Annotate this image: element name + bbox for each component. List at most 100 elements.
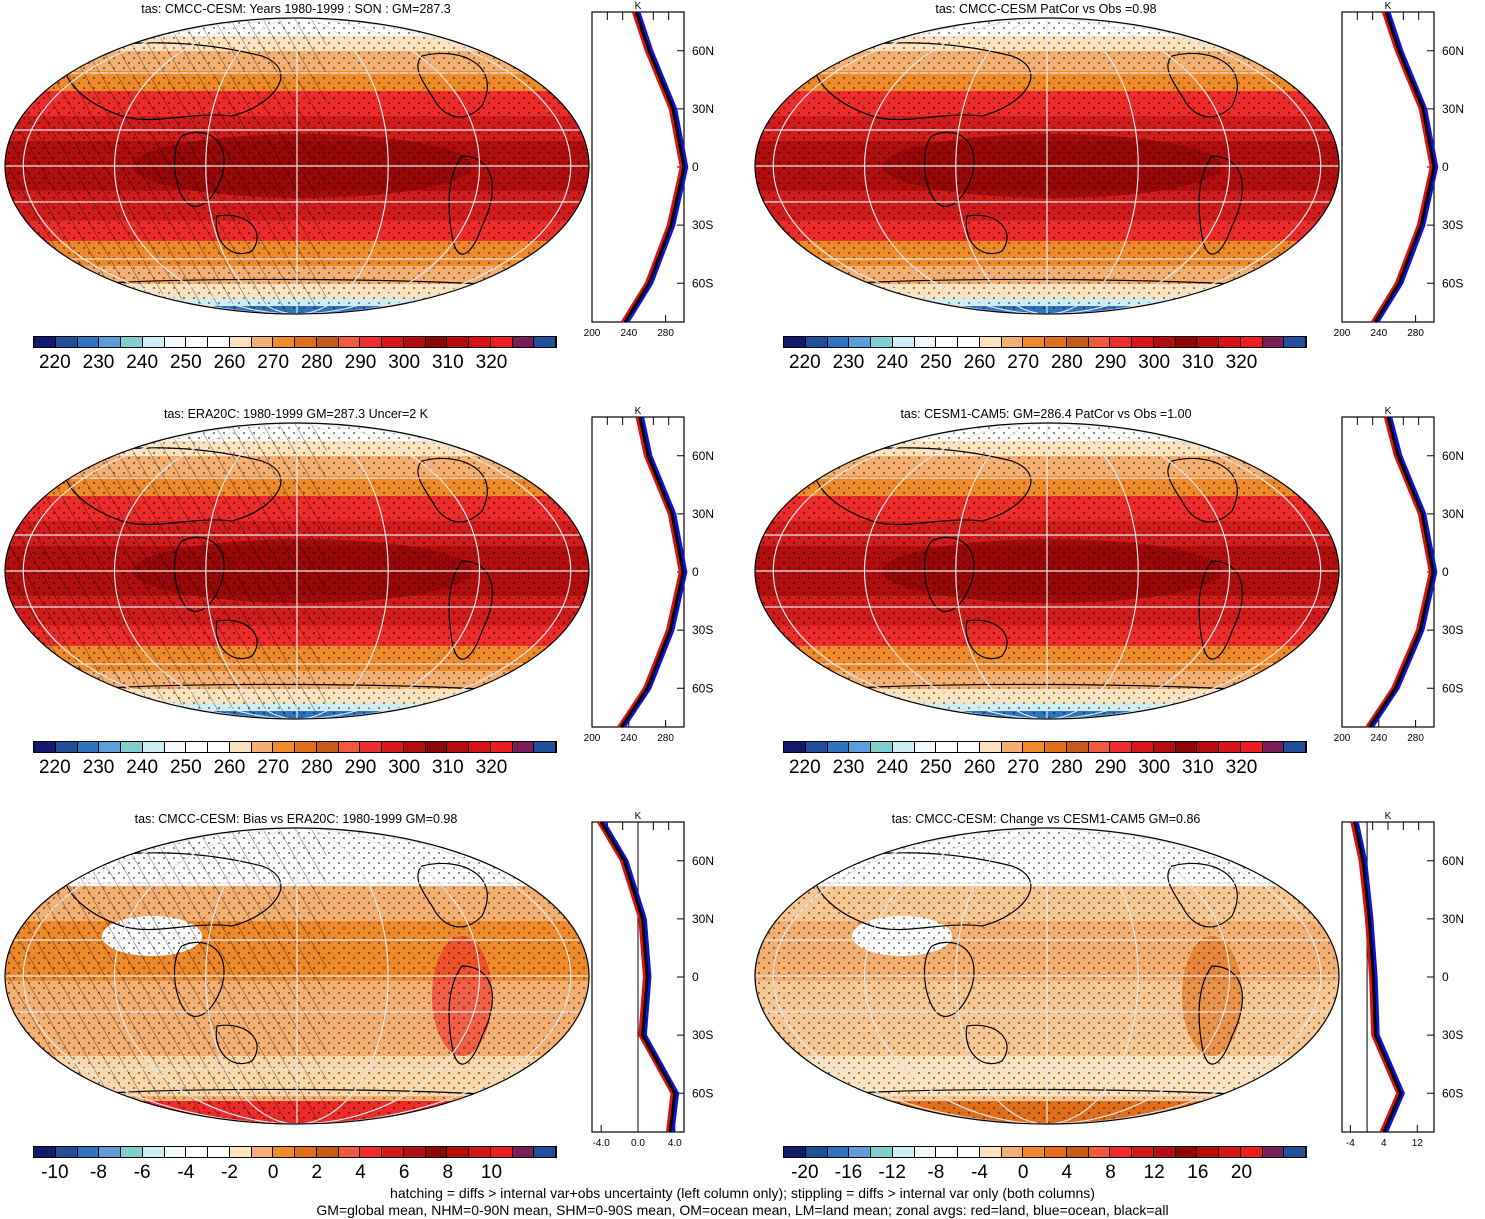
- meridian-line: [772, 18, 1048, 314]
- colorbar-swatch: [958, 337, 980, 347]
- coastline: [448, 155, 493, 255]
- colorbar-swatch: [1197, 742, 1219, 752]
- colorbar-label: 260: [963, 352, 996, 373]
- colorbar-label: 260: [963, 757, 996, 778]
- colorbar-swatch: [273, 742, 295, 752]
- zonal-lat-label: 60N: [1442, 44, 1464, 58]
- colorbar-swatch: [186, 337, 208, 347]
- footer-line-1: hatching = diffs > internal var+obs unce…: [390, 1185, 1095, 1201]
- colorbar-label: 270: [1007, 757, 1040, 778]
- colorbar-swatch: [1219, 1147, 1241, 1157]
- colorbar-label: 220: [788, 352, 821, 373]
- colorbar-swatch: [1001, 337, 1024, 347]
- coastline: [417, 862, 488, 928]
- map-border: [4, 827, 590, 1125]
- colorbar-label: 310: [1181, 757, 1214, 778]
- colorbar-swatch: [316, 1147, 339, 1157]
- colorbar-swatch: [892, 337, 915, 347]
- colorbar-swatch: [784, 742, 806, 752]
- colorbar-swatch: [142, 337, 165, 347]
- colorbar-swatch: [1240, 337, 1263, 347]
- zonal-land-line: [1371, 11, 1433, 323]
- meridian-line: [1046, 18, 1231, 314]
- colorbar-swatch: [534, 1147, 556, 1157]
- colorbar-swatch: [338, 742, 361, 752]
- colorbar-label: 6: [398, 1162, 410, 1183]
- colorbar-labels: 220 230 240 250 260 270 280 290 300 310 320: [783, 352, 1307, 376]
- colorbar-label: 260: [213, 757, 246, 778]
- zonal-unit-label: K: [635, 1, 642, 12]
- colorbar-swatch: [338, 337, 361, 347]
- colorbar-swatch: [469, 742, 491, 752]
- coastline: [1167, 457, 1238, 523]
- meridian-line: [772, 828, 1048, 1124]
- colorbar-swatch: [534, 742, 556, 752]
- colorbar-swatch: [936, 1147, 958, 1157]
- colorbar-swatch: [914, 337, 937, 347]
- colorbar-label: -10: [41, 1162, 69, 1183]
- colorbar-swatch: [273, 1147, 295, 1157]
- zonal-mean-plot: K 60N 30N 0 30S 60S 200 240 280: [1334, 406, 1464, 744]
- colorbar-swatch: [512, 337, 535, 347]
- coastline: [811, 42, 1032, 121]
- colorbar-label: 230: [832, 757, 865, 778]
- colorbar-labels: -20 -16 -12 -8 -4 0 4 8 12 16 20: [783, 1162, 1307, 1186]
- colorbar-swatch: [55, 337, 78, 347]
- colorbar-label: 16: [1187, 1162, 1209, 1183]
- colorbar-label: -8: [90, 1162, 107, 1183]
- colorbar-label: 290: [344, 757, 377, 778]
- zonal-lat-label: 60S: [1442, 1086, 1463, 1100]
- colorbar-swatch: [805, 337, 828, 347]
- colorbar: [783, 1146, 1307, 1158]
- meridian-line: [205, 423, 298, 719]
- zonal-lat-label: 30S: [1442, 218, 1463, 232]
- colorbar-swatch: [1045, 742, 1067, 752]
- panel-title: tas: CMCC-CESM: Change vs CESM1-CAM5 GM=…: [891, 812, 1201, 826]
- map-border: [754, 827, 1340, 1125]
- colorbar-swatch: [849, 742, 871, 752]
- panel-p3: tas: ERA20C: 1980-1999 GM=287.3 Uncer=2 …: [0, 405, 735, 805]
- colorbar-swatch: [892, 1147, 915, 1157]
- colorbar-label: 280: [1050, 757, 1083, 778]
- meridian-line: [296, 828, 572, 1124]
- coastline: [923, 941, 975, 1017]
- zonal-ocean-line: [622, 416, 688, 728]
- coastline: [215, 619, 258, 660]
- colorbar-swatch: [164, 1147, 187, 1157]
- colorbar-swatch: [447, 742, 469, 752]
- colorbar-swatch: [1023, 337, 1045, 347]
- coastline: [811, 852, 1032, 931]
- meridian-line: [1046, 423, 1231, 719]
- zonal-x-label: 240: [1370, 328, 1387, 339]
- zonal-x-label: 280: [1407, 328, 1424, 339]
- colorbar-label: 220: [38, 352, 71, 373]
- colorbar-swatch: [1219, 337, 1241, 347]
- colorbar-swatch: [1066, 742, 1089, 752]
- colorbar-labels: 220 230 240 250 260 270 280 290 300 310 320: [33, 352, 557, 376]
- zonal-x-label: 4.0: [668, 1138, 682, 1149]
- colorbar-label: 320: [475, 757, 508, 778]
- meridian-line: [955, 18, 1048, 314]
- colorbar-label: 310: [431, 352, 464, 373]
- meridian-line: [113, 828, 298, 1124]
- colorbar-swatch: [316, 742, 339, 752]
- zonal-lat-label: 30S: [692, 218, 713, 232]
- colorbar-label: 310: [431, 757, 464, 778]
- colorbar: [33, 336, 557, 348]
- meridian-line: [113, 423, 298, 719]
- zonal-lat-label: 60N: [1442, 854, 1464, 868]
- colorbar-swatch: [827, 1147, 850, 1157]
- zonal-lat-label: 30N: [1442, 912, 1464, 926]
- coastline: [173, 941, 225, 1017]
- colorbar-label: -8: [927, 1162, 945, 1183]
- colorbar-swatch: [784, 337, 806, 347]
- coastline: [965, 619, 1008, 660]
- panel-p6: tas: CMCC-CESM: Change vs CESM1-CAM5 GM=…: [750, 810, 1485, 1210]
- colorbar-labels: -10 -8 -6 -4 -2 0 2 4 6 8 10: [33, 1162, 557, 1186]
- colorbar-swatch: [871, 1147, 893, 1157]
- zonal-lat-label: 30S: [692, 623, 713, 637]
- colorbar-swatch: [360, 337, 382, 347]
- colorbar-swatch: [1240, 742, 1263, 752]
- zonal-x-label: -4: [1346, 1138, 1355, 1149]
- map-border: [4, 422, 590, 720]
